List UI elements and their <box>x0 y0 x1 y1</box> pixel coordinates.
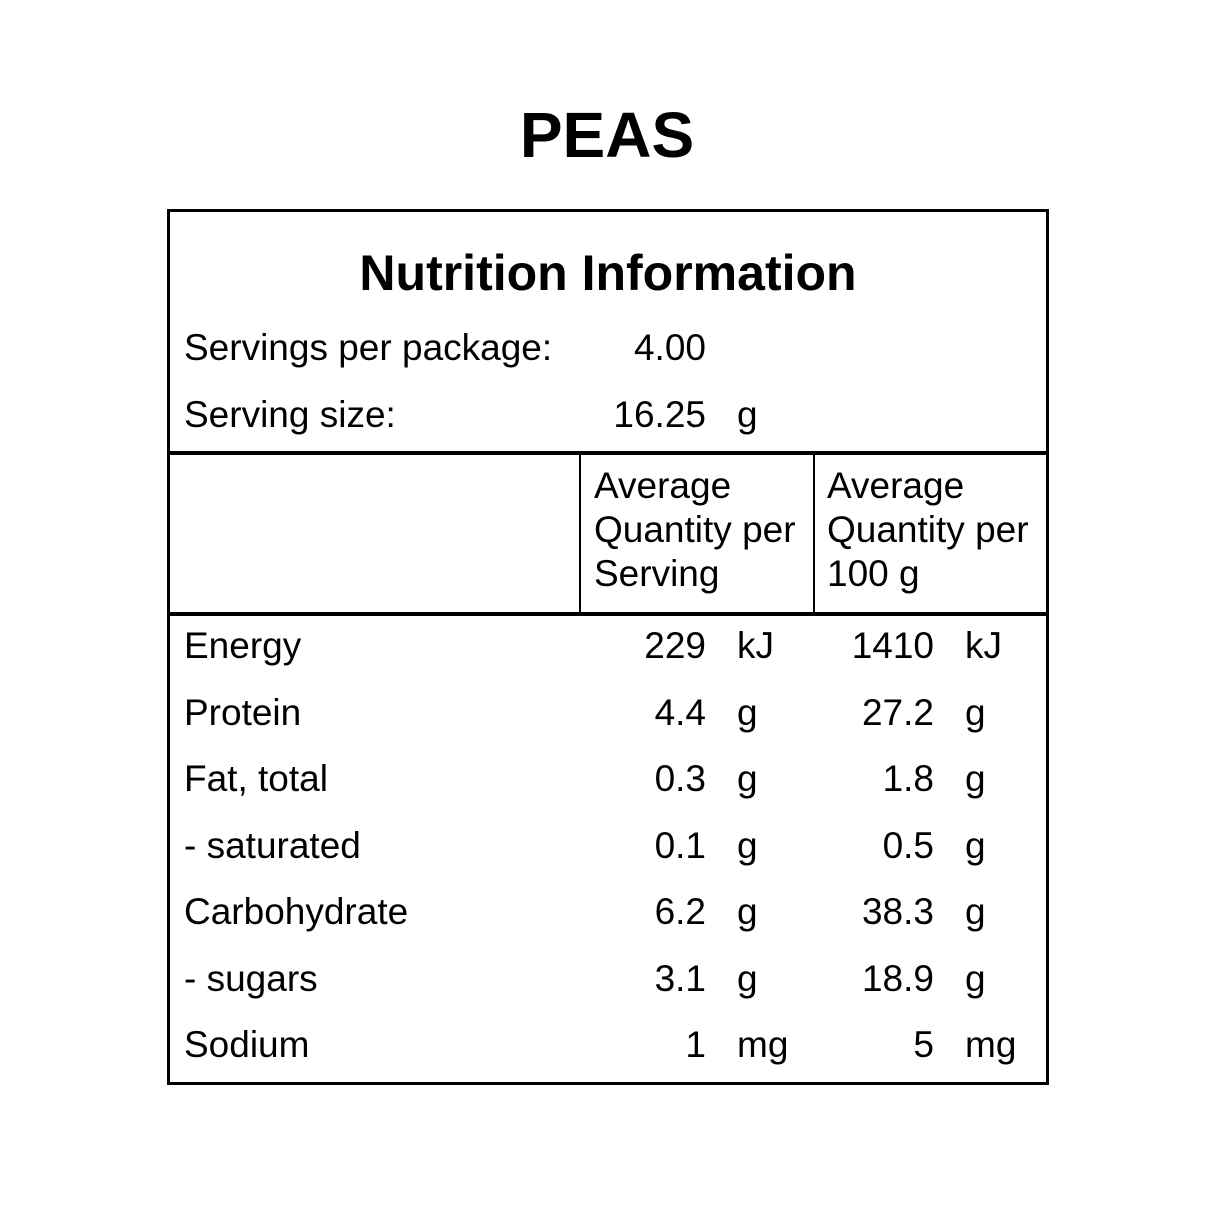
per-serving-unit: kJ <box>737 625 774 666</box>
per-100g-header: Average Quantity per 100 g <box>827 464 1029 596</box>
per-100g-value: 27.2 <box>861 691 934 733</box>
per-100g-value: 1.8 <box>882 758 934 799</box>
per-100g-value: 0.5 <box>882 824 934 866</box>
column-divider <box>579 454 581 616</box>
nutrient-name: Energy <box>184 625 302 666</box>
per-100g-unit: g <box>965 758 986 799</box>
serving-size-value: 16.25 <box>613 394 706 435</box>
per-serving-value: 0.3 <box>654 758 706 799</box>
nutrient-name: - saturated <box>184 824 361 866</box>
nutrient-name: Fat, total <box>184 758 328 799</box>
per-100g-unit: g <box>965 891 986 932</box>
serving-size-label: Serving size: <box>184 394 396 435</box>
header-line: Average <box>594 465 732 506</box>
servings-per-package-label: Servings per package: <box>184 327 553 368</box>
per-100g-unit: kJ <box>965 625 1002 666</box>
header-line: Quantity per <box>594 509 796 550</box>
header-line: Serving <box>594 553 720 594</box>
per-serving-unit: g <box>737 824 758 866</box>
per-100g-value: 5 <box>913 1024 934 1065</box>
nutrition-panel: Nutrition Information Servings per packa… <box>167 209 1049 1085</box>
per-serving-unit: mg <box>737 1024 789 1065</box>
header-line: Quantity per <box>827 509 1029 550</box>
nutrient-name: Carbohydrate <box>184 891 409 932</box>
per-100g-unit: g <box>965 957 986 999</box>
per-100g-value: 38.3 <box>861 891 934 932</box>
per-100g-value: 18.9 <box>861 957 934 999</box>
per-serving-value: 229 <box>644 625 706 666</box>
column-divider <box>813 454 815 616</box>
servings-per-package-value: 4.00 <box>633 327 706 368</box>
per-serving-unit: g <box>737 691 758 733</box>
nutrient-name: Sodium <box>184 1024 310 1065</box>
per-serving-value: 6.2 <box>654 891 706 932</box>
per-100g-unit: g <box>965 824 986 866</box>
product-title: PEAS <box>519 99 695 171</box>
header-line: 100 g <box>827 553 920 594</box>
per-serving-value: 0.1 <box>654 824 706 866</box>
per-serving-header: Average Quantity per Serving <box>594 464 796 596</box>
divider <box>170 451 1046 455</box>
nutrient-name: Protein <box>184 691 302 733</box>
per-serving-value: 1 <box>685 1024 706 1065</box>
header-line: Average <box>827 465 965 506</box>
per-serving-value: 3.1 <box>654 957 706 999</box>
per-serving-unit: g <box>737 957 758 999</box>
nutrient-name: - sugars <box>184 957 318 999</box>
per-100g-unit: g <box>965 691 986 733</box>
per-100g-value: 1410 <box>851 625 934 666</box>
per-serving-unit: g <box>737 891 758 932</box>
per-serving-unit: g <box>737 758 758 799</box>
per-serving-value: 4.4 <box>654 691 706 733</box>
serving-size-unit: g <box>737 394 758 435</box>
per-100g-unit: mg <box>965 1024 1017 1065</box>
divider <box>170 612 1046 616</box>
panel-heading: Nutrition Information <box>359 245 857 301</box>
